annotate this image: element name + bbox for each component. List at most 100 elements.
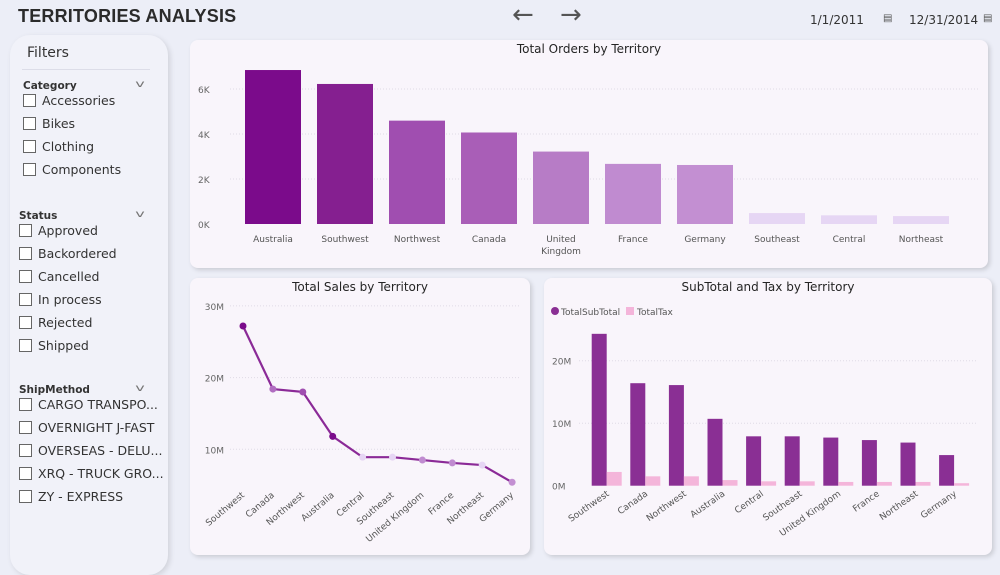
- checkbox[interactable]: [23, 117, 36, 130]
- data-point: [299, 388, 307, 396]
- x-tick-label: Southwest: [567, 489, 612, 525]
- filter-option[interactable]: OVERNIGHT J-FAST: [19, 420, 154, 435]
- calendar-icon[interactable]: ▤: [883, 13, 893, 24]
- legend-marker: [626, 307, 634, 315]
- filter-option[interactable]: Backordered: [19, 246, 117, 261]
- x-tick-label: Northeast: [899, 235, 944, 245]
- subtotal-bar: [746, 436, 762, 486]
- filter-option-label: Backordered: [38, 246, 117, 261]
- sales-chart-card: Total Sales by Territory 10M 20M 30M Southw…: [190, 278, 530, 555]
- data-point: [389, 453, 396, 461]
- y-tick-label: 10M: [552, 420, 571, 430]
- filter-option[interactable]: Shipped: [19, 338, 89, 353]
- end-date-input[interactable]: 12/31/2014: [909, 13, 979, 27]
- filter-option[interactable]: ZY - EXPRESS: [19, 489, 123, 504]
- filter-option[interactable]: XRQ - TRUCK GRO...: [19, 466, 164, 481]
- checkbox[interactable]: [19, 490, 32, 503]
- checkbox[interactable]: [23, 163, 36, 176]
- y-tick-label: 4K: [198, 131, 211, 141]
- page-title: TERRITORIES ANALYSIS: [18, 6, 237, 26]
- subtotal-tax-chart-card: SubTotal and Tax by Territory 0M 10M 20M To…: [544, 278, 992, 555]
- bar: [389, 120, 445, 224]
- bar: [749, 213, 805, 224]
- checkbox[interactable]: [19, 270, 32, 283]
- filter-option-label: Rejected: [38, 315, 93, 330]
- filter-option-label: In process: [38, 292, 102, 307]
- filter-option-label: Approved: [38, 223, 98, 238]
- checkbox[interactable]: [23, 140, 36, 153]
- chevron-down-icon[interactable]: v: [135, 383, 145, 394]
- x-tick-label: Australia: [300, 491, 337, 524]
- tax-bar: [876, 481, 892, 486]
- bar: [605, 163, 661, 224]
- filter-option-label: Clothing: [42, 139, 95, 154]
- bar: [461, 132, 517, 224]
- x-tick-label: France: [618, 235, 648, 245]
- x-tick-label: Southwest: [321, 235, 369, 245]
- filter-option[interactable]: Cancelled: [19, 269, 99, 284]
- subtotal-bar: [861, 440, 877, 486]
- legend-label: TotalTax: [636, 308, 674, 318]
- checkbox[interactable]: [19, 421, 32, 434]
- filter-option[interactable]: Rejected: [19, 315, 92, 330]
- filter-option[interactable]: Approved: [19, 223, 98, 238]
- bar: [893, 216, 949, 224]
- y-tick-label: 30M: [205, 303, 224, 313]
- subtotal-bar: [939, 455, 955, 486]
- filter-option[interactable]: Bikes: [23, 116, 75, 131]
- arrow-right-icon[interactable]: →: [560, 0, 582, 30]
- filter-option[interactable]: CARGO TRANSPO...: [19, 397, 158, 412]
- checkbox[interactable]: [19, 467, 32, 480]
- tax-bar: [722, 480, 738, 486]
- chevron-down-icon[interactable]: v: [135, 79, 145, 90]
- tax-bar: [606, 471, 622, 486]
- x-tick-label: Canada: [472, 235, 506, 245]
- filter-option-label: Accessories: [42, 93, 116, 108]
- filter-option[interactable]: Components: [23, 162, 121, 177]
- data-point: [239, 322, 247, 330]
- calendar-icon[interactable]: ▤: [983, 13, 993, 24]
- subtotal-bar: [823, 437, 839, 486]
- checkbox[interactable]: [19, 444, 32, 457]
- x-tick-label: Northeast: [878, 489, 921, 523]
- x-tick-label: Germany: [684, 235, 726, 245]
- start-date-input[interactable]: 1/1/2011: [810, 13, 864, 27]
- checkbox[interactable]: [19, 316, 32, 329]
- legend-label: TotalSubTotal: [560, 308, 620, 318]
- bar: [317, 83, 373, 225]
- tax-bar: [761, 481, 777, 486]
- y-tick-label: 0K: [198, 221, 211, 231]
- data-point: [329, 432, 337, 440]
- tax-bar: [838, 481, 854, 486]
- filter-option[interactable]: Accessories: [23, 93, 115, 108]
- checkbox[interactable]: [19, 398, 32, 411]
- checkbox[interactable]: [23, 94, 36, 107]
- checkbox[interactable]: [19, 224, 32, 237]
- checkbox[interactable]: [19, 247, 32, 260]
- checkbox[interactable]: [19, 293, 32, 306]
- filter-option[interactable]: Clothing: [23, 139, 94, 154]
- chart-title: Total Sales by Territory: [292, 280, 428, 294]
- data-point: [508, 478, 516, 486]
- tax-bar: [954, 483, 970, 486]
- x-tick-label: Northwest: [394, 235, 441, 245]
- checkbox[interactable]: [19, 339, 32, 352]
- subtotal-bar: [630, 383, 646, 486]
- subtotal-bar: [707, 418, 723, 486]
- chevron-down-icon[interactable]: v: [135, 209, 145, 220]
- tax-bar: [683, 476, 699, 486]
- x-tick-label: Central: [733, 489, 766, 516]
- legend-marker: [551, 307, 559, 315]
- x-tick-label: Australia: [253, 235, 293, 245]
- subtotal-bar: [591, 333, 607, 486]
- filter-option[interactable]: In process: [19, 292, 102, 307]
- arrow-left-icon[interactable]: ←: [512, 0, 534, 30]
- tax-bar: [645, 476, 661, 486]
- filter-option-label: XRQ - TRUCK GRO...: [38, 466, 164, 481]
- orders-bar-chart: 0K 2K 4K 6K Australia Southwest Northwest Canad…: [198, 70, 980, 257]
- orders-chart-card: Total Orders by Territory 0K 2K 4K 6K Austra…: [190, 40, 988, 268]
- filter-option-label: CARGO TRANSPO...: [38, 397, 158, 412]
- subtotal-bar: [784, 436, 800, 486]
- filter-option[interactable]: OVERSEAS - DELU...: [19, 443, 162, 458]
- filter-option-label: OVERNIGHT J-FAST: [38, 420, 155, 435]
